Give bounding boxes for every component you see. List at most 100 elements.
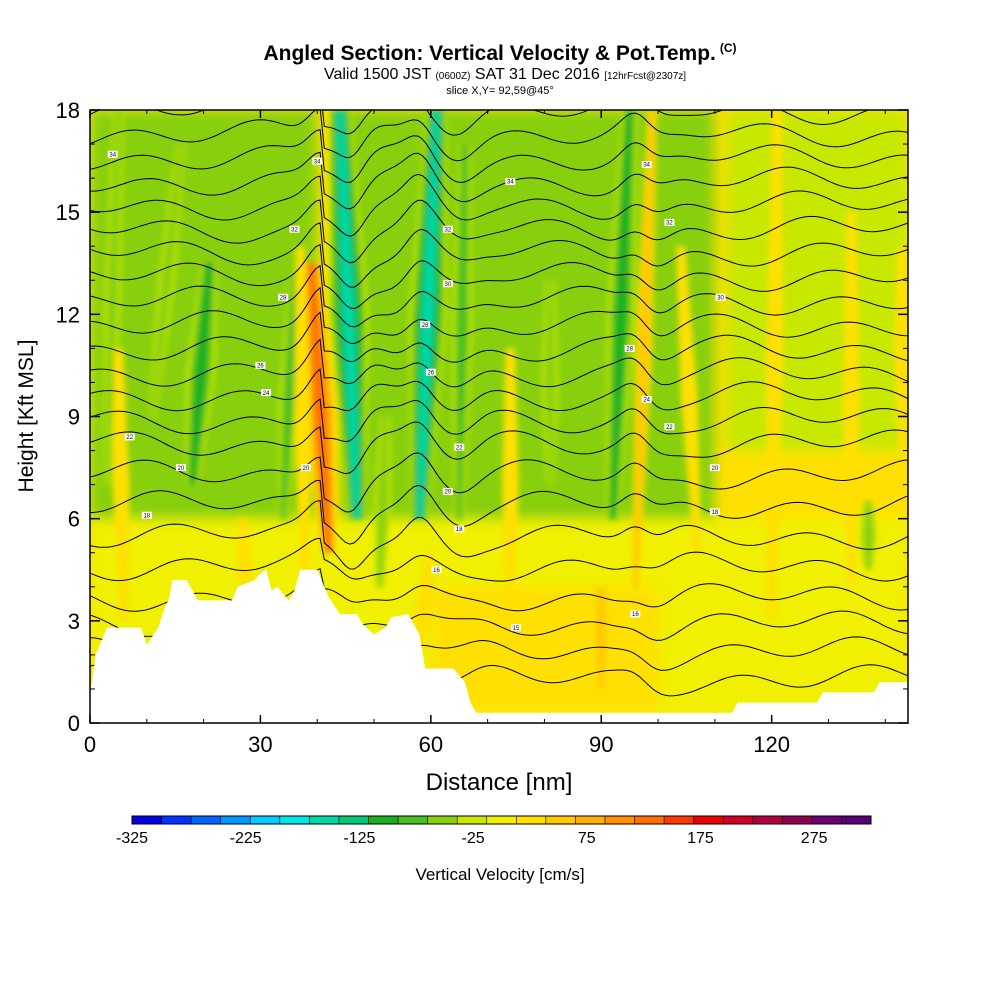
isentrope-11: [90, 338, 908, 388]
colorbar-label: Vertical Velocity [cm/s]: [415, 865, 584, 884]
y-tick-label-6: 18: [56, 98, 80, 123]
colorbar-swatch-3: [220, 816, 251, 824]
updraft-band-11-level-1: [596, 586, 607, 689]
field-region-4: [430, 586, 659, 713]
y-axis: 0 3 6 9 12 15 18: [56, 98, 908, 736]
downdraft-band-10-level-1: [862, 501, 874, 570]
isentrope-label-text-3: 18: [143, 513, 150, 519]
colorbar-swatch-2: [191, 816, 222, 824]
colorbar-swatch-7: [338, 816, 369, 824]
colorbar-swatch-20: [723, 816, 754, 824]
isentrope-label-10: 22: [124, 433, 135, 441]
isentrope-label-text-18: 28: [422, 323, 429, 329]
colorbar-swatch-10: [427, 816, 458, 824]
title-main: Angled Section: Vertical Velocity & Pot.…: [263, 42, 716, 65]
colorbar-tick-label-0: -325: [116, 830, 148, 847]
valid-date: SAT 31 Dec 2016: [474, 66, 600, 83]
isentrope-label-2: 16: [630, 610, 641, 618]
isentrope-10: [90, 368, 908, 412]
isentrope-19: [90, 151, 908, 210]
isentrope-label-box-17: [278, 293, 289, 301]
isentrope-label-box-6: [175, 464, 186, 472]
colorbar-swatch-12: [486, 816, 517, 824]
slice-info: slice X,Y= 92,59@45°: [446, 85, 554, 97]
isentrope-label-23: 32: [442, 225, 453, 233]
isentrope-label-8: 20: [442, 487, 453, 496]
isentrope-label-box-20: [442, 280, 453, 288]
colorbar-swatch-5: [279, 816, 310, 824]
colorbar-swatch-14: [545, 816, 576, 824]
isentrope-label-text-8: 20: [445, 490, 452, 496]
colorbar-swatch-11: [457, 816, 488, 824]
isentrope-label-21: 30: [715, 293, 726, 302]
colorbar-swatch-23: [811, 816, 842, 824]
isentrope-label-text-13: 24: [263, 391, 270, 397]
isentrope-label-text-28: 34: [643, 163, 650, 169]
isentrope-label-6: 20: [175, 464, 186, 472]
isentrope-label-text-0: 15: [513, 626, 520, 632]
isentrope-label-text-10: 22: [126, 435, 133, 441]
isentrope-label-text-2: 16: [632, 612, 639, 618]
isentrope-label-text-12: 22: [666, 425, 673, 431]
isentrope-label-box-25: [107, 150, 118, 158]
y-tick-label-4: 12: [56, 302, 80, 327]
isentrope-13: [90, 286, 908, 345]
isentrope-label-box-9: [709, 464, 720, 472]
isentrope-label-14: 24: [641, 395, 652, 404]
y-tick-label-1: 3: [68, 609, 80, 634]
updraft-band-10-level-0: [415, 552, 436, 655]
isentrope-label-text-16: 26: [427, 370, 434, 376]
updraft-band-3-level-0: [502, 348, 519, 621]
updraft-band-8-level-0: [893, 246, 908, 451]
y-tick-label-5: 15: [56, 200, 80, 225]
isentrope-label-text-24: 32: [666, 221, 673, 227]
isentrope-16: [90, 222, 908, 288]
isentrope-17: [90, 199, 908, 264]
isentrope-label-box-21: [715, 293, 726, 301]
colorbar-tick-label-6: 275: [801, 830, 828, 847]
isentrope-labels: 15 16 16 18 18 18 20 20 20 20 22 22 22 24 24 26 26 28 28 28…: [107, 150, 726, 632]
isentrope-label-9: 20: [709, 464, 720, 472]
isentrope-label-box-27: [505, 178, 516, 186]
plot-area: 15 16 16 18 18 18 20 20 20 20 22 22 22 24 24 26 26 28 28 28…: [90, 110, 908, 723]
downdraft-band-8-level-1: [377, 416, 389, 587]
colorbar-swatch-13: [516, 816, 547, 824]
colorbar-swatch-15: [575, 816, 606, 824]
chart-title: Angled Section: Vertical Velocity & Pot.…: [0, 36, 1000, 66]
colorbar-tick-label-2: -125: [343, 830, 375, 847]
isentrope-label-box-18: [420, 321, 431, 329]
isentrope-label-3: 18: [141, 511, 152, 519]
isentrope-label-19: 28: [624, 344, 635, 353]
y-tick-label-0: 0: [68, 711, 80, 736]
terrain: [90, 569, 908, 723]
isentrope-label-17: 28: [278, 293, 289, 302]
isentrope-label-13: 24: [261, 389, 272, 397]
isentrope-18: [90, 173, 908, 237]
colorbar-tick-label-4: 75: [578, 830, 596, 847]
isentrope-label-text-1: 16: [433, 568, 440, 574]
colorbar-swatch-18: [664, 816, 695, 824]
isentrope-21: [90, 110, 908, 162]
updraft-band-7-level-0: [842, 212, 860, 587]
forecast-info: [12hrFcst@2307z]: [604, 71, 687, 82]
isentrope-12: [90, 311, 908, 363]
isentrope-label-box-13: [261, 389, 272, 397]
isentrope-14: [90, 264, 908, 328]
x-tick-label-1: 30: [248, 732, 272, 757]
updraft-band-2-level-0: [294, 246, 312, 621]
colorbar-swatch-6: [309, 816, 340, 824]
colorbar-swatch-0: [132, 816, 163, 824]
isentrope-label-text-23: 32: [445, 227, 452, 233]
isentrope-label-1: 16: [431, 566, 442, 574]
y-axis-label: Height [Kft MSL]: [15, 340, 38, 493]
colorbar-tick-label-5: 175: [687, 830, 714, 847]
colorbar-tick-label-3: -25: [462, 830, 485, 847]
isentrope-label-box-22: [289, 225, 300, 233]
isentrope-label-box-16: [425, 368, 436, 376]
chart-subtitle: Valid 1500 JST (0600Z) SAT 31 Dec 2016 […: [10, 66, 1000, 85]
isentrope-9: [90, 398, 908, 443]
field-region-2: [339, 110, 715, 519]
isentrope-label-text-9: 20: [712, 466, 719, 472]
updraft-band-1-level-0: [112, 348, 130, 621]
